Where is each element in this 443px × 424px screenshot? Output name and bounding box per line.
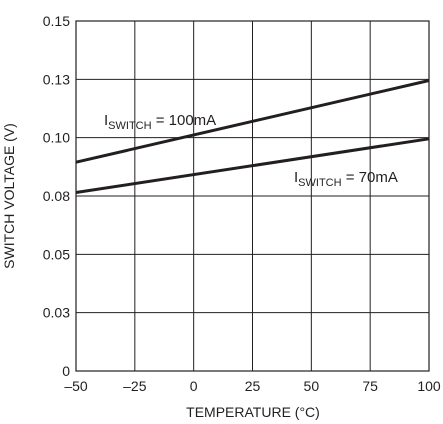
- series-label-100ma-rest: = 100mA: [152, 112, 217, 129]
- grid: [75, 20, 430, 372]
- x-tick-label: –25: [123, 378, 147, 394]
- x-tick-label: 50: [304, 378, 320, 394]
- series-line-1: [75, 137, 430, 194]
- plot-frame: [75, 20, 430, 372]
- x-tick-label: 25: [245, 378, 261, 394]
- series-label-70ma-main: I: [294, 169, 298, 186]
- x-tick-label: 75: [362, 378, 378, 394]
- series-line-0: [75, 79, 430, 164]
- x-tick-label: 100: [417, 378, 441, 394]
- y-tick-label: 0.15: [43, 13, 70, 29]
- y-tick-label: 0.05: [43, 246, 70, 262]
- y-tick-label: 0.08: [43, 188, 70, 204]
- x-tick-label: –50: [64, 378, 88, 394]
- x-axis-label: TEMPERATURE (°C): [186, 404, 320, 420]
- y-tick-label: 0.13: [43, 71, 70, 87]
- y-axis-label: SWITCH VOLTAGE (V): [1, 123, 17, 269]
- series-label-70ma-rest: = 70mA: [342, 169, 398, 186]
- x-tick-label: 0: [190, 378, 198, 394]
- y-tick-label: 0: [62, 363, 70, 379]
- series-label-70ma-sub: SWITCH: [298, 177, 341, 189]
- series-label-100ma-sub: SWITCH: [108, 120, 151, 132]
- series-label-100ma-main: I: [104, 112, 108, 129]
- series-lines: [75, 79, 430, 194]
- series-label-70ma: ISWITCH = 70mA: [294, 169, 398, 189]
- x-tick-labels: –50 –25 0 25 50 75 100: [64, 378, 441, 394]
- y-tick-label: 0.03: [43, 305, 70, 321]
- y-tick-labels: 0 0.03 0.05 0.08 0.10 0.13 0.15: [43, 13, 70, 379]
- series-label-100ma: ISWITCH = 100mA: [104, 112, 216, 132]
- y-tick-label: 0.10: [43, 130, 70, 146]
